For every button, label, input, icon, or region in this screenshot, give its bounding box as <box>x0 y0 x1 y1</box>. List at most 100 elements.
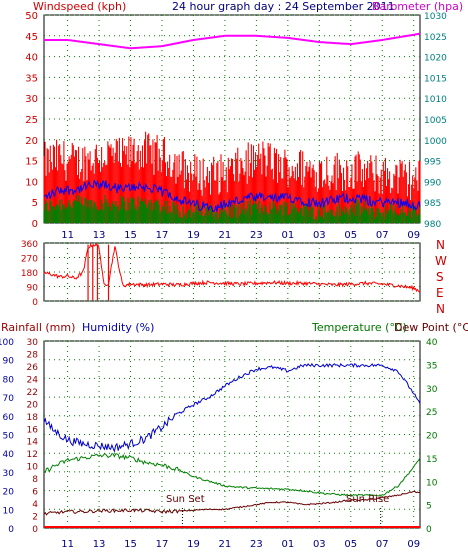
direction-y-tick-label: 180 <box>21 269 38 279</box>
temperature-y-tick-label: 40 <box>426 338 438 348</box>
temperature-y-tick-label: 15 <box>426 455 437 465</box>
rainfall-y-tick-label: 4 <box>32 500 38 510</box>
dewpoint-axis-title: Dew Point (°C) <box>394 321 468 334</box>
climate-lines-group <box>43 362 421 528</box>
direction-y-tick-label: 90 <box>27 284 39 294</box>
wind-y-tick-label: 5 <box>32 198 38 209</box>
wind-x-tick-label: 17 <box>156 230 169 241</box>
barometer-y-tick-label: 985 <box>424 199 441 209</box>
wind-x-tick-label: 07 <box>376 230 389 241</box>
sunset-annotation: Sun Set <box>166 494 205 505</box>
wind-average-line <box>43 179 421 213</box>
compass-label-n-top: N <box>436 238 445 252</box>
humidity-y-tick-label: 20 <box>3 488 15 498</box>
barometer-line <box>44 32 421 50</box>
rainfall-y-tick-label: 28 <box>27 350 39 360</box>
rainfall-y-tick-label: 26 <box>27 363 39 373</box>
temperature-axis-title: Temperature (°C) <box>311 321 407 334</box>
barometer-y-tick-label: 1000 <box>424 137 447 147</box>
wind-y-tick-label: 40 <box>25 53 38 64</box>
climate-x-tick-label: 09 <box>407 539 420 550</box>
humidity-axis-title: Humidity (%) <box>82 321 154 334</box>
rainfall-y-tick-label: 30 <box>27 338 39 348</box>
humidity-y-tick-label: 0 <box>8 525 14 535</box>
climate-x-tick-label: 03 <box>313 539 326 550</box>
wind-y-tick-label: 10 <box>25 177 38 188</box>
wind-x-tick-label: 13 <box>93 230 106 241</box>
rainfall-y-tick-label: 0 <box>32 525 38 535</box>
direction-y-tick-label: 0 <box>32 298 38 308</box>
wind-y-tick-label: 20 <box>25 136 38 147</box>
wind-y-tick-label: 25 <box>25 115 38 126</box>
temperature-line <box>43 453 421 498</box>
wind-x-tick-label: 05 <box>344 230 357 241</box>
barometer-y-tick-label: 1005 <box>424 116 447 126</box>
barometer-y-tick-label: 1020 <box>424 54 447 64</box>
climate-x-tick-label: 01 <box>281 539 294 550</box>
humidity-y-tick-label: 10 <box>3 506 15 516</box>
compass-label-w: W <box>435 254 447 268</box>
compass-label-e: E <box>436 286 444 300</box>
barometer-y-tick-label: 980 <box>424 220 441 230</box>
direction-points-group <box>43 242 421 301</box>
climate-x-tick-label: 17 <box>156 539 169 550</box>
rainfall-y-tick-label: 10 <box>27 463 39 473</box>
humidity-y-tick-label: 70 <box>3 394 15 404</box>
humidity-y-tick-label: 80 <box>3 375 15 385</box>
climate-x-tick-label: 13 <box>93 539 106 550</box>
wind-x-tick-label: 09 <box>407 230 420 241</box>
wind-direction-trace <box>43 242 421 293</box>
barometer-axis-title: Barometer (hpa) <box>372 0 463 13</box>
compass-label-n-bottom: N <box>436 302 445 316</box>
wind-y-tick-label: 0 <box>32 219 38 230</box>
compass-label-s: S <box>436 270 444 284</box>
humidity-y-tick-label: 30 <box>3 469 15 479</box>
temperature-y-tick-label: 35 <box>426 361 437 371</box>
barometer-y-tick-label: 1030 <box>424 12 447 22</box>
rainfall-y-tick-label: 22 <box>27 388 38 398</box>
wind-x-tick-label: 19 <box>187 230 200 241</box>
climate-x-tick-label: 07 <box>376 539 389 550</box>
barometer-y-tick-label: 1025 <box>424 33 447 43</box>
humidity-y-tick-label: 50 <box>3 432 15 442</box>
sunrise-annotation: Sun Rise <box>346 494 389 505</box>
rainfall-axis-title: Rainfall (mm) <box>1 321 75 334</box>
humidity-line <box>43 362 421 453</box>
direction-panel-grid <box>44 242 420 302</box>
wind-x-tick-label: 11 <box>61 230 74 241</box>
rainfall-y-tick-label: 2 <box>32 513 38 523</box>
climate-x-tick-label: 11 <box>61 539 74 550</box>
climate-x-tick-label: 19 <box>187 539 200 550</box>
humidity-y-tick-label: 40 <box>3 450 15 460</box>
temperature-y-tick-label: 10 <box>426 478 438 488</box>
temperature-y-tick-label: 0 <box>426 525 432 535</box>
wind-y-tick-label: 15 <box>25 157 38 168</box>
barometer-y-tick-label: 1015 <box>424 74 447 84</box>
chart-title: 24 hour graph day : 24 September 2011 <box>172 0 395 13</box>
rainfall-y-tick-label: 12 <box>27 450 38 460</box>
temperature-y-tick-label: 30 <box>426 385 438 395</box>
axis-tick-labels: 0510152025303540455098098599099510001005… <box>0 11 447 550</box>
direction-panel-frame <box>43 242 421 302</box>
barometer-y-tick-label: 1010 <box>424 95 447 105</box>
wind-x-tick-label: 23 <box>250 230 263 241</box>
barometer-y-tick-label: 995 <box>424 158 441 168</box>
climate-x-tick-label: 23 <box>250 539 263 550</box>
rainfall-y-tick-label: 6 <box>32 488 38 498</box>
wind-x-tick-label: 01 <box>281 230 294 241</box>
windspeed-axis-title: Windspeed (kph) <box>33 0 126 13</box>
wind-y-tick-label: 30 <box>25 94 38 105</box>
temperature-y-tick-label: 20 <box>426 432 438 442</box>
climate-x-tick-label: 15 <box>124 539 137 550</box>
dewpoint-line <box>43 490 421 516</box>
wind-x-tick-label: 03 <box>313 230 326 241</box>
climate-x-tick-label: 05 <box>344 539 357 550</box>
wind-x-tick-label: 21 <box>219 230 232 241</box>
rainfall-y-tick-label: 20 <box>27 400 39 410</box>
humidity-y-tick-label: 60 <box>3 413 15 423</box>
wind-y-tick-label: 35 <box>25 73 38 84</box>
rainfall-y-tick-label: 14 <box>27 438 39 448</box>
climate-x-tick-label: 21 <box>219 539 232 550</box>
temperature-y-tick-label: 5 <box>426 502 432 512</box>
